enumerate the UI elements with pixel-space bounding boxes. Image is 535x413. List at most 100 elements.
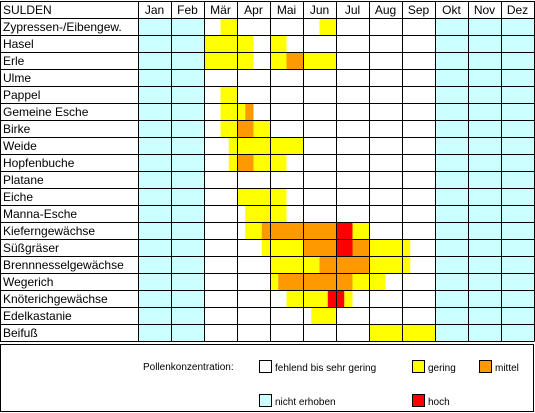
not-surveyed-cell	[501, 35, 534, 52]
not-surveyed-cell	[468, 324, 501, 341]
gering-bar	[253, 120, 270, 137]
pollen-bars	[204, 18, 435, 341]
legend-swatch-nicht_erhoben	[259, 394, 272, 407]
not-surveyed-cell	[171, 205, 204, 222]
not-surveyed-cell	[435, 86, 468, 103]
not-surveyed-cell	[435, 154, 468, 171]
not-surveyed-cell	[138, 171, 171, 188]
not-surveyed-cell	[138, 120, 171, 137]
not-surveyed-cell	[501, 86, 534, 103]
hoch-bar	[336, 239, 353, 256]
mittel-bar	[237, 154, 254, 171]
month-label: Apr	[244, 3, 263, 17]
not-surveyed-cell	[138, 222, 171, 239]
species-label: Edelkastanie	[3, 309, 72, 323]
legend-label-hoch: hoch	[428, 397, 450, 408]
gering-bar	[286, 290, 328, 307]
species-label: Eiche	[3, 190, 33, 204]
not-surveyed-cell	[501, 239, 534, 256]
mittel-bar	[303, 239, 336, 256]
month-label: Aug	[375, 3, 396, 17]
legend-swatch-hoch	[412, 394, 425, 407]
gering-bar	[352, 222, 369, 239]
not-surveyed-cell	[138, 86, 171, 103]
legend-swatch-gering	[412, 360, 425, 373]
gering-bar	[369, 239, 411, 256]
not-surveyed-cell	[501, 171, 534, 188]
legend-swatch-mittel	[479, 360, 492, 373]
not-surveyed-cell	[435, 137, 468, 154]
mittel-bar	[261, 222, 336, 239]
not-surveyed-cell	[468, 103, 501, 120]
not-surveyed-cell	[468, 137, 501, 154]
not-surveyed-cell	[468, 18, 501, 35]
not-surveyed-cell	[435, 290, 468, 307]
not-surveyed-cell	[501, 222, 534, 239]
month-label: Jan	[145, 3, 164, 17]
species-label: Ulme	[3, 71, 31, 85]
not-surveyed-cell	[435, 307, 468, 324]
not-surveyed-cell	[171, 222, 204, 239]
not-surveyed-cell	[468, 290, 501, 307]
species-label: Brennnesselgewächse	[3, 258, 124, 272]
gering-bar	[237, 188, 287, 205]
gering-bar	[228, 154, 237, 171]
legend-label-nicht_erhoben: nicht erhoben	[275, 397, 336, 408]
not-surveyed-cell	[501, 188, 534, 205]
mittel-bar	[352, 239, 369, 256]
not-surveyed-cell	[435, 324, 468, 341]
legend-label-fehlend: fehlend bis sehr gering	[275, 363, 376, 374]
not-surveyed-cell	[138, 324, 171, 341]
not-surveyed-cell	[171, 52, 204, 69]
not-surveyed-cell	[468, 205, 501, 222]
not-surveyed-cell	[468, 52, 501, 69]
not-surveyed-cell	[435, 205, 468, 222]
gering-bar	[228, 137, 303, 154]
not-surveyed-cell	[138, 290, 171, 307]
gering-bar	[220, 120, 237, 137]
not-surveyed-cell	[171, 86, 204, 103]
not-surveyed-cell	[501, 103, 534, 120]
not-surveyed-cell	[171, 273, 204, 290]
mittel-bar	[319, 256, 369, 273]
legend-label-mittel: mittel	[495, 363, 519, 374]
not-surveyed-cell	[435, 35, 468, 52]
not-surveyed-cell	[501, 154, 534, 171]
not-surveyed-cell	[501, 307, 534, 324]
month-label: Nov	[474, 3, 495, 17]
species-label: Weide	[3, 139, 37, 153]
not-surveyed-cell	[468, 273, 501, 290]
not-surveyed-cell	[171, 256, 204, 273]
not-surveyed-cell	[171, 171, 204, 188]
species-label: Süßgräser	[3, 241, 59, 255]
not-surveyed-cell	[171, 239, 204, 256]
hoch-bar	[336, 222, 353, 239]
not-surveyed-cell	[138, 307, 171, 324]
not-surveyed-cell	[138, 69, 171, 86]
not-surveyed-cell	[468, 307, 501, 324]
not-surveyed-cell	[435, 52, 468, 69]
month-label: Dez	[507, 3, 528, 17]
not-surveyed-cell	[171, 307, 204, 324]
not-surveyed-cell	[138, 18, 171, 35]
species-label: Knöterichgewächse	[3, 292, 108, 306]
month-label: Jul	[345, 3, 360, 17]
not-surveyed-cell	[468, 256, 501, 273]
not-surveyed-cell	[435, 69, 468, 86]
gering-bar	[204, 35, 254, 52]
not-surveyed-cell	[138, 154, 171, 171]
species-label: Erle	[3, 54, 25, 68]
not-surveyed-cell	[501, 205, 534, 222]
not-surveyed-cell	[171, 154, 204, 171]
gering-bar	[270, 35, 287, 52]
not-surveyed-cell	[468, 239, 501, 256]
not-surveyed-cell	[138, 103, 171, 120]
legend-caption: Pollenkonzentration:	[143, 362, 234, 373]
gering-bar	[319, 18, 336, 35]
species-label: Hopfenbuche	[3, 156, 75, 170]
not-surveyed-cell	[171, 18, 204, 35]
not-surveyed-cell	[171, 120, 204, 137]
not-surveyed-cell	[468, 86, 501, 103]
not-surveyed-cell	[138, 137, 171, 154]
month-label: Mär	[210, 3, 231, 17]
